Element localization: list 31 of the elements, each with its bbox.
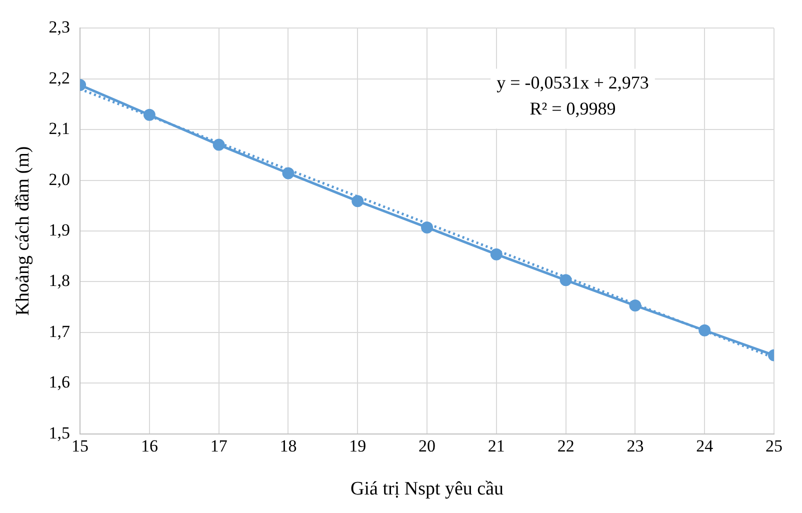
point xyxy=(282,167,294,180)
point xyxy=(421,221,434,234)
y-axis-title: Khoảng cách đầm (m) xyxy=(12,146,34,316)
y-tick-label: 1,8 xyxy=(48,271,70,290)
x-tick-label: 23 xyxy=(626,436,644,456)
x-tick-label: 24 xyxy=(696,436,714,456)
point xyxy=(490,248,502,260)
y-tick-label: 1,6 xyxy=(48,372,70,392)
point xyxy=(212,138,225,151)
x-tick-label: 21 xyxy=(488,436,505,456)
annotation: R² = 0,9989 xyxy=(530,98,616,118)
y-tick-label: 1,9 xyxy=(48,220,70,240)
x-tick-label: 25 xyxy=(766,436,782,456)
point xyxy=(352,195,364,208)
annotation: y = -0,0531x + 2,973 xyxy=(496,72,649,92)
y-tick-label: 2,0 xyxy=(48,170,70,189)
y-tick-label: 1,7 xyxy=(48,322,71,341)
x-tick-label: 17 xyxy=(210,436,228,456)
y-tick-label: 2,1 xyxy=(48,119,70,138)
y-tick-label: 2,3 xyxy=(48,18,70,37)
x-tick-label: 16 xyxy=(140,436,158,456)
x-tick-label: 15 xyxy=(72,436,89,456)
point xyxy=(560,274,572,286)
x-tick-label: 22 xyxy=(557,436,574,456)
point xyxy=(143,108,156,121)
y-tick-label: 1,5 xyxy=(48,423,70,442)
x-tick-label: 20 xyxy=(418,436,436,456)
x-axis-title: Giá trị Nspt yêu cầu xyxy=(350,478,504,500)
y-tick-label: 2,2 xyxy=(48,68,70,88)
x-tick-label: 18 xyxy=(280,436,297,456)
x-tick-label: 19 xyxy=(349,436,366,456)
